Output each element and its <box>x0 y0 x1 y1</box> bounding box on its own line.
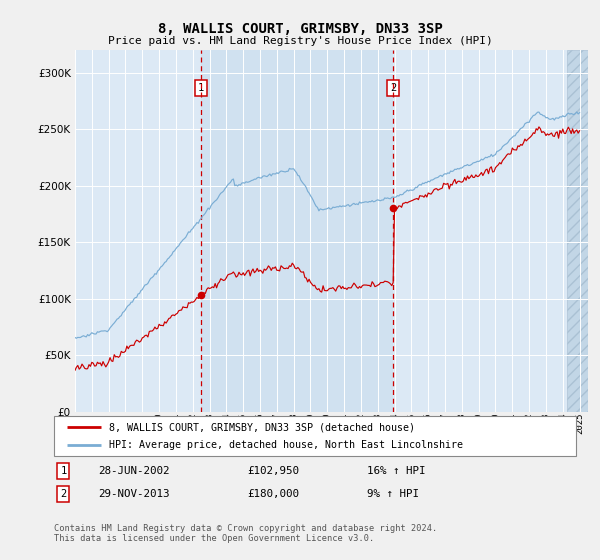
Text: 1: 1 <box>198 83 204 94</box>
Text: 8, WALLIS COURT, GRIMSBY, DN33 3SP (detached house): 8, WALLIS COURT, GRIMSBY, DN33 3SP (deta… <box>109 422 415 432</box>
Bar <box>201 50 393 412</box>
Text: HPI: Average price, detached house, North East Lincolnshire: HPI: Average price, detached house, Nort… <box>109 440 463 450</box>
Text: 8, WALLIS COURT, GRIMSBY, DN33 3SP: 8, WALLIS COURT, GRIMSBY, DN33 3SP <box>158 22 442 36</box>
Text: 28-JUN-2002: 28-JUN-2002 <box>98 466 170 476</box>
Text: Contains HM Land Registry data © Crown copyright and database right 2024.
This d: Contains HM Land Registry data © Crown c… <box>54 524 437 543</box>
Text: 2: 2 <box>60 489 67 500</box>
Text: £180,000: £180,000 <box>247 489 299 500</box>
Bar <box>567 50 588 412</box>
Text: 9% ↑ HPI: 9% ↑ HPI <box>367 489 419 500</box>
Text: 2: 2 <box>390 83 397 94</box>
Text: £102,950: £102,950 <box>247 466 299 476</box>
Text: 16% ↑ HPI: 16% ↑ HPI <box>367 466 426 476</box>
Text: 29-NOV-2013: 29-NOV-2013 <box>98 489 170 500</box>
Text: 1: 1 <box>60 466 67 476</box>
Text: Price paid vs. HM Land Registry's House Price Index (HPI): Price paid vs. HM Land Registry's House … <box>107 36 493 46</box>
FancyBboxPatch shape <box>54 416 576 456</box>
